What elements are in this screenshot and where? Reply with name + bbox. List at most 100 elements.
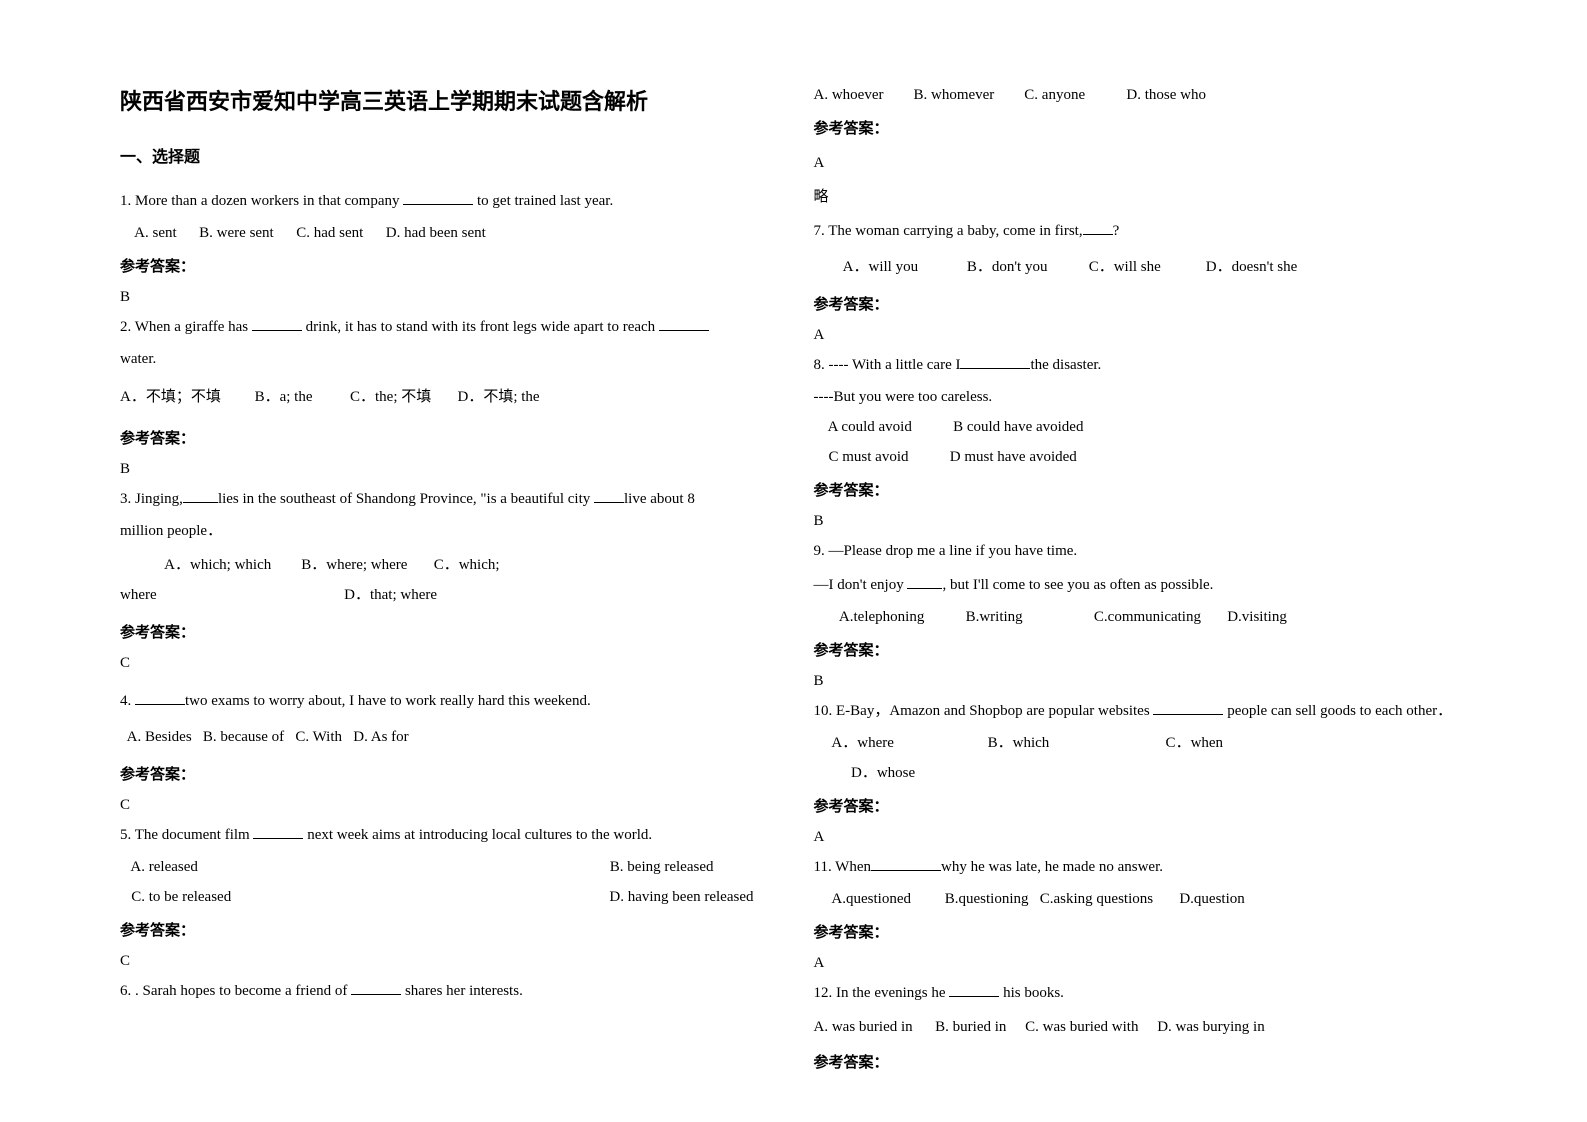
- q3-answer-label: 参考答案：: [120, 618, 774, 648]
- q1-text-b: to get trained last year.: [473, 193, 613, 209]
- question-7: 7. The woman carrying a baby, come in fi…: [814, 216, 1468, 246]
- q3-text-b: lies in the southeast of Shandong Provin…: [218, 491, 594, 507]
- q10-options-1: A．where B．which C．when: [814, 728, 1468, 758]
- q11-options: A.questioned B.questioning C.asking ques…: [814, 884, 1468, 914]
- q4-text-b: two exams to worry about, I have to work…: [185, 693, 591, 709]
- q5-options-row2: C. to be released D. having been release…: [120, 882, 774, 912]
- q10-text-a: 10. E-Bay，Amazon and Shopbop are popular…: [814, 703, 1154, 719]
- question-5: 5. The document film next week aims at i…: [120, 820, 774, 850]
- q11-answer-label: 参考答案：: [814, 918, 1468, 948]
- q9-answer-label: 参考答案：: [814, 636, 1468, 666]
- q8-text-a: 8. ---- With a little care I: [814, 357, 961, 373]
- q10-text-b: people can sell goods to each other．: [1223, 703, 1452, 719]
- q5-options-row1: A. released B. being released: [120, 852, 774, 882]
- q7-options: A．will you B．don't you C．will she D．does…: [814, 252, 1468, 282]
- q4-answer-label: 参考答案：: [120, 760, 774, 790]
- question-9-b: —I don't enjoy , but I'll come to see yo…: [814, 570, 1468, 600]
- blank: [949, 996, 999, 997]
- q4-answer: C: [120, 790, 774, 820]
- q8-text-b: the disaster.: [1030, 357, 1101, 373]
- q2-answer: B: [120, 454, 774, 484]
- q7-answer: A: [814, 320, 1468, 350]
- question-9-a: 9. —Please drop me a line if you have ti…: [814, 536, 1468, 566]
- q11-answer: A: [814, 948, 1468, 978]
- q12-text-a: 12. In the evenings he: [814, 985, 950, 1001]
- blank: [253, 838, 303, 839]
- q2-text-c: water.: [120, 344, 774, 374]
- q6-text-b: shares her interests.: [401, 983, 523, 999]
- blank: [252, 330, 302, 331]
- blank: [1153, 714, 1223, 715]
- q7-answer-label: 参考答案：: [814, 290, 1468, 320]
- q3-options-2: where D．that; where: [120, 580, 774, 610]
- q1-answer-label: 参考答案：: [120, 252, 774, 282]
- q6-note: 略: [814, 182, 1468, 212]
- q3-answer: C: [120, 648, 774, 678]
- question-6: 6. . Sarah hopes to become a friend of s…: [120, 976, 774, 1006]
- question-1: 1. More than a dozen workers in that com…: [120, 186, 774, 216]
- q1-answer: B: [120, 282, 774, 312]
- blank: [659, 330, 709, 331]
- q3-options-1: A．which; which B．where; where C．which;: [120, 550, 774, 580]
- q5-text-a: 5. The document film: [120, 827, 253, 843]
- blank: [871, 870, 941, 871]
- question-11: 11. Whenwhy he was late, he made no answ…: [814, 852, 1468, 882]
- q5-opt-c: C. to be released: [120, 882, 231, 912]
- q4-options: A. Besides B. because of C. With D. As f…: [120, 722, 774, 752]
- blank: [403, 204, 473, 205]
- question-4: 4. two exams to worry about, I have to w…: [120, 686, 774, 716]
- q9-text-b-a: —I don't enjoy: [814, 577, 908, 593]
- blank: [351, 994, 401, 995]
- q7-text-b: ?: [1113, 223, 1120, 239]
- q10-answer: A: [814, 822, 1468, 852]
- blank: [960, 368, 1030, 369]
- q8-answer: B: [814, 506, 1468, 536]
- q4-text-a: 4.: [120, 693, 135, 709]
- q8-answer-label: 参考答案：: [814, 476, 1468, 506]
- question-12: 12. In the evenings he his books.: [814, 978, 1468, 1008]
- q9-text-b-b: , but I'll come to see you as often as p…: [942, 577, 1213, 593]
- q6-answer-label: 参考答案：: [814, 114, 1468, 144]
- q6-options: A. whoever B. whomever C. anyone D. thos…: [814, 80, 1468, 110]
- q2-text-b: drink, it has to stand with its front le…: [302, 319, 659, 335]
- q5-answer-label: 参考答案：: [120, 916, 774, 946]
- q2-options: A．不填；不填 B．a; the C．the; 不填 D．不填; the: [120, 382, 774, 412]
- blank: [594, 502, 624, 503]
- q3-text-d: million people．: [120, 516, 774, 546]
- q7-text-a: 7. The woman carrying a baby, come in fi…: [814, 223, 1083, 239]
- q5-answer: C: [120, 946, 774, 976]
- q5-opt-b: B. being released: [610, 852, 714, 882]
- q8-options-2: C must avoid D must have avoided: [814, 442, 1468, 472]
- q12-text-b: his books.: [999, 985, 1064, 1001]
- q2-answer-label: 参考答案：: [120, 424, 774, 454]
- q12-options: A. was buried in B. buried in C. was bur…: [814, 1012, 1468, 1042]
- right-column: A. whoever B. whomever C. anyone D. thos…: [794, 80, 1488, 1082]
- question-2: 2. When a giraffe has drink, it has to s…: [120, 312, 774, 342]
- blank: [907, 588, 942, 589]
- q6-text-a: 6. . Sarah hopes to become a friend of: [120, 983, 351, 999]
- q10-answer-label: 参考答案：: [814, 792, 1468, 822]
- section-heading-1: 一、选择题: [120, 142, 774, 174]
- q5-text-b: next week aims at introducing local cult…: [303, 827, 652, 843]
- question-10: 10. E-Bay，Amazon and Shopbop are popular…: [814, 696, 1468, 726]
- q8-text-c: ----But you were too careless.: [814, 382, 1468, 412]
- q1-text-a: 1. More than a dozen workers in that com…: [120, 193, 403, 209]
- q8-options-1: A could avoid B could have avoided: [814, 412, 1468, 442]
- q1-options: A. sent B. were sent C. had sent D. had …: [120, 218, 774, 248]
- blank: [183, 502, 218, 503]
- q11-text-a: 11. When: [814, 859, 872, 875]
- page-title: 陕西省西安市爱知中学高三英语上学期期末试题含解析: [120, 80, 774, 124]
- left-column: 陕西省西安市爱知中学高三英语上学期期末试题含解析 一、选择题 1. More t…: [100, 80, 794, 1082]
- question-8: 8. ---- With a little care I the disaster…: [814, 350, 1468, 380]
- q3-text-a: 3. Jinging,: [120, 491, 183, 507]
- q6-answer: A: [814, 148, 1468, 178]
- q10-options-2: D．whose: [814, 758, 1468, 788]
- q5-opt-d: D. having been released: [609, 882, 753, 912]
- q3-text-c: live about 8: [624, 491, 695, 507]
- blank: [135, 704, 185, 705]
- question-3: 3. Jinging, lies in the southeast of Shan…: [120, 484, 774, 514]
- blank: [1083, 234, 1113, 235]
- q9-answer: B: [814, 666, 1468, 696]
- q5-opt-a: A. released: [120, 852, 198, 882]
- q9-options: A.telephoning B.writing C.communicating …: [814, 602, 1468, 632]
